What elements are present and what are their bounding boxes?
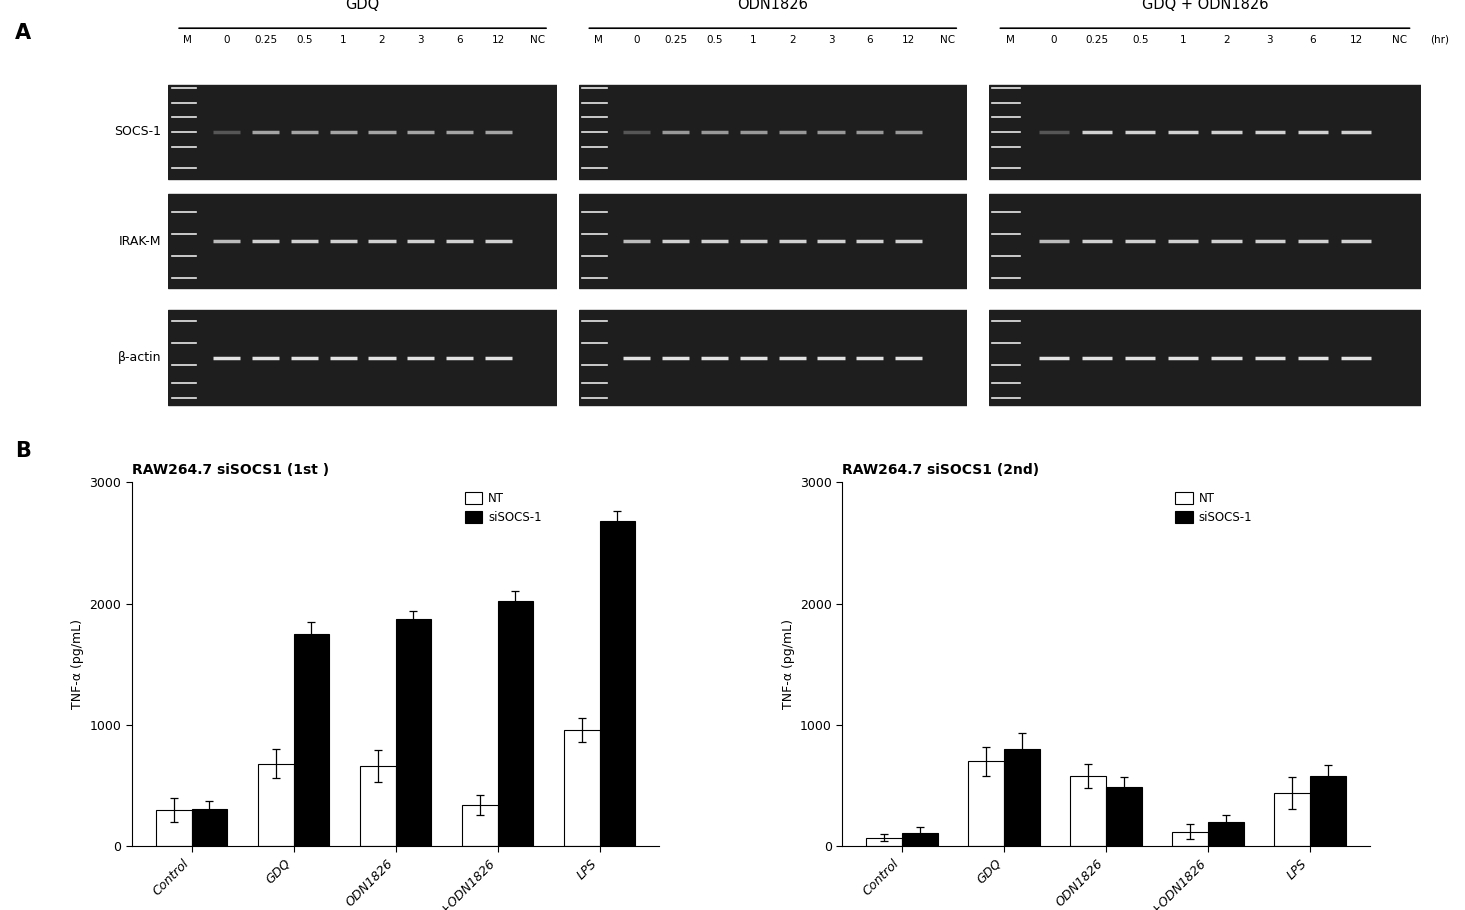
Text: 0: 0 bbox=[634, 35, 640, 45]
Text: β-actin: β-actin bbox=[117, 351, 161, 364]
Text: B: B bbox=[15, 441, 31, 461]
Text: 12: 12 bbox=[1349, 35, 1362, 45]
Text: SOCS-1: SOCS-1 bbox=[114, 126, 161, 138]
Bar bbox=[461, 805, 498, 846]
Text: 0.25: 0.25 bbox=[664, 35, 687, 45]
Text: 6: 6 bbox=[866, 35, 873, 45]
Bar bbox=[293, 634, 330, 846]
Text: 0.5: 0.5 bbox=[706, 35, 722, 45]
Y-axis label: TNF-α (pg/mL): TNF-α (pg/mL) bbox=[70, 620, 84, 709]
Text: 12: 12 bbox=[902, 35, 916, 45]
Bar bbox=[1310, 776, 1346, 846]
Bar bbox=[564, 730, 599, 846]
Bar bbox=[1172, 832, 1209, 846]
Legend: NT, siSOCS-1: NT, siSOCS-1 bbox=[1175, 491, 1253, 524]
Text: 2: 2 bbox=[378, 35, 385, 45]
Bar bbox=[968, 762, 1004, 846]
Bar bbox=[579, 310, 967, 405]
Text: 0.5: 0.5 bbox=[296, 35, 312, 45]
Bar bbox=[168, 194, 557, 288]
Text: M: M bbox=[183, 35, 192, 45]
Text: RAW264.7 siSOCS1 (1st ): RAW264.7 siSOCS1 (1st ) bbox=[132, 463, 330, 477]
Bar bbox=[396, 620, 431, 846]
Text: ODN1826: ODN1826 bbox=[737, 0, 809, 12]
Bar bbox=[192, 809, 227, 846]
Text: IRAK-M: IRAK-M bbox=[119, 235, 161, 248]
Bar bbox=[579, 85, 967, 179]
Text: 2: 2 bbox=[1223, 35, 1231, 45]
Text: 3: 3 bbox=[1266, 35, 1273, 45]
Text: M: M bbox=[593, 35, 602, 45]
Bar bbox=[989, 85, 1421, 179]
Bar bbox=[1106, 787, 1141, 846]
Text: 6: 6 bbox=[1310, 35, 1317, 45]
Bar bbox=[579, 194, 967, 288]
Bar bbox=[1071, 776, 1106, 846]
Text: (hr): (hr) bbox=[1430, 35, 1449, 45]
Text: 3: 3 bbox=[418, 35, 425, 45]
Text: GDQ + ODN1826: GDQ + ODN1826 bbox=[1141, 0, 1269, 12]
Text: 12: 12 bbox=[492, 35, 505, 45]
Text: M: M bbox=[1006, 35, 1015, 45]
Text: NC: NC bbox=[530, 35, 545, 45]
Bar bbox=[168, 310, 557, 405]
Text: NC: NC bbox=[1392, 35, 1406, 45]
Text: 0.25: 0.25 bbox=[253, 35, 277, 45]
Bar bbox=[1209, 822, 1244, 846]
Bar bbox=[902, 833, 938, 846]
Y-axis label: TNF-α (pg/mL): TNF-α (pg/mL) bbox=[781, 620, 794, 709]
Text: 0.25: 0.25 bbox=[1086, 35, 1109, 45]
Bar bbox=[498, 602, 533, 846]
Text: 0: 0 bbox=[1050, 35, 1056, 45]
Bar bbox=[866, 838, 902, 846]
Text: 1: 1 bbox=[1179, 35, 1187, 45]
Bar bbox=[155, 810, 192, 846]
Text: NC: NC bbox=[941, 35, 955, 45]
Text: 6: 6 bbox=[456, 35, 463, 45]
Bar bbox=[989, 310, 1421, 405]
Text: 0: 0 bbox=[224, 35, 230, 45]
Bar bbox=[989, 194, 1421, 288]
Bar bbox=[1275, 793, 1310, 846]
Text: GDQ: GDQ bbox=[346, 0, 379, 12]
Text: 0.5: 0.5 bbox=[1132, 35, 1149, 45]
Bar bbox=[360, 766, 396, 846]
Legend: NT, siSOCS-1: NT, siSOCS-1 bbox=[464, 491, 542, 524]
Text: 1: 1 bbox=[340, 35, 347, 45]
Text: A: A bbox=[15, 23, 31, 43]
Bar bbox=[258, 763, 293, 846]
Bar bbox=[1004, 749, 1040, 846]
Bar bbox=[168, 85, 557, 179]
Text: 1: 1 bbox=[750, 35, 757, 45]
Text: 3: 3 bbox=[828, 35, 835, 45]
Bar bbox=[599, 521, 636, 846]
Text: 2: 2 bbox=[788, 35, 795, 45]
Text: RAW264.7 siSOCS1 (2nd): RAW264.7 siSOCS1 (2nd) bbox=[842, 463, 1040, 477]
